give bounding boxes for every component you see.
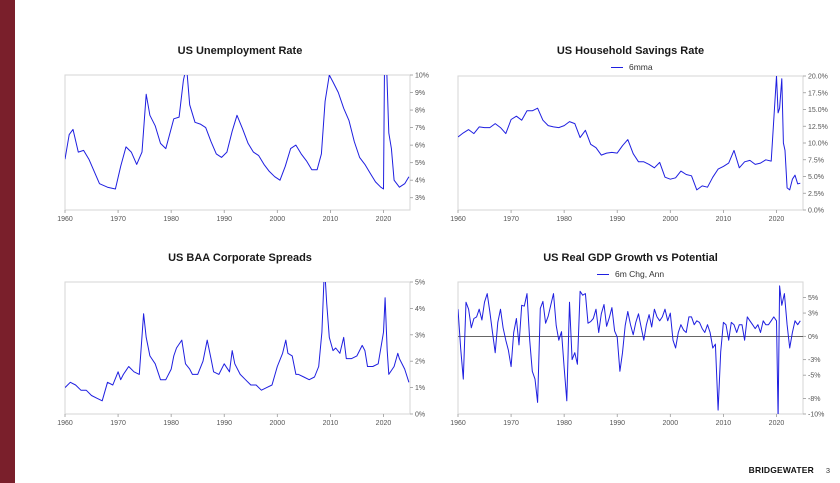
x-tick-label: 1970 bbox=[503, 216, 519, 223]
legend-label-savings: 6mma bbox=[629, 62, 653, 72]
x-tick-label: 1970 bbox=[110, 216, 126, 223]
x-tick-label: 1990 bbox=[609, 420, 625, 427]
legend-label-gdp: 6m Chg, Ann bbox=[615, 269, 665, 279]
x-tick-label: 2020 bbox=[769, 420, 785, 427]
legend-gdp: 6m Chg, Ann bbox=[597, 269, 664, 279]
x-tick-label: 1980 bbox=[163, 216, 179, 223]
x-tick-label: 2010 bbox=[716, 216, 732, 223]
legend-line-swatch bbox=[597, 273, 609, 275]
y-tick-label: 17.5% bbox=[808, 90, 828, 97]
y-tick-label: 0.0% bbox=[808, 208, 824, 215]
x-tick-label: 2000 bbox=[663, 420, 679, 427]
x-tick-label: 1960 bbox=[57, 420, 73, 427]
y-tick-label: 5% bbox=[808, 295, 818, 302]
x-tick-label: 1980 bbox=[556, 420, 572, 427]
x-tick-label: 1980 bbox=[163, 420, 179, 427]
x-tick-label: 2010 bbox=[323, 216, 339, 223]
y-tick-label: 3% bbox=[415, 195, 425, 202]
series-line-baa bbox=[65, 282, 410, 402]
y-tick-label: 9% bbox=[415, 90, 425, 97]
x-tick-label: 1990 bbox=[216, 420, 232, 427]
y-tick-label: 1% bbox=[415, 385, 425, 392]
series-line-gdp bbox=[458, 285, 801, 414]
x-tick-label: 2020 bbox=[376, 420, 392, 427]
y-tick-label: -10% bbox=[808, 412, 824, 419]
x-tick-label: 1970 bbox=[110, 420, 126, 427]
y-tick-label: 15.0% bbox=[808, 107, 828, 114]
y-tick-label: 7% bbox=[415, 125, 425, 132]
page-number: 3 bbox=[825, 466, 830, 475]
plot-frame bbox=[457, 281, 804, 415]
y-tick-label: 5% bbox=[415, 160, 425, 167]
y-tick-label: 3% bbox=[808, 311, 818, 318]
x-tick-label: 1990 bbox=[609, 216, 625, 223]
x-tick-label: 2000 bbox=[663, 216, 679, 223]
y-tick-label: -5% bbox=[808, 373, 820, 380]
x-tick-label: 2010 bbox=[323, 420, 339, 427]
plot-frame bbox=[64, 74, 411, 211]
y-tick-label: 2.5% bbox=[808, 191, 824, 198]
plot-frame bbox=[64, 281, 411, 415]
chart-title-gdp: US Real GDP Growth vs Potential bbox=[543, 252, 718, 264]
y-tick-label: 0% bbox=[415, 412, 425, 419]
y-tick-label: 5% bbox=[415, 280, 425, 287]
y-tick-label: 4% bbox=[415, 306, 425, 313]
y-tick-label: 0% bbox=[808, 334, 818, 341]
x-tick-label: 1970 bbox=[503, 420, 519, 427]
chart-title-savings: US Household Savings Rate bbox=[556, 45, 705, 57]
chart-title-unemployment: US Unemployment Rate bbox=[177, 45, 303, 57]
y-tick-label: 7.5% bbox=[808, 157, 824, 164]
x-tick-label: 2010 bbox=[716, 420, 732, 427]
y-tick-label: -3% bbox=[808, 357, 820, 364]
legend-line-swatch bbox=[611, 66, 623, 68]
y-tick-label: 6% bbox=[415, 143, 425, 150]
y-tick-label: -8% bbox=[808, 396, 820, 403]
x-tick-label: 1990 bbox=[216, 216, 232, 223]
x-tick-label: 2020 bbox=[769, 216, 785, 223]
chart-title-baa: US BAA Corporate Spreads bbox=[168, 252, 312, 264]
accent-bar bbox=[0, 0, 15, 483]
series-line-savings bbox=[458, 76, 801, 191]
x-tick-label: 1960 bbox=[57, 216, 73, 223]
y-tick-label: 10% bbox=[415, 73, 429, 80]
y-tick-label: 20.0% bbox=[808, 74, 828, 81]
x-tick-label: 1960 bbox=[450, 216, 466, 223]
x-tick-label: 2000 bbox=[270, 216, 286, 223]
y-tick-label: 10.0% bbox=[808, 141, 828, 148]
x-tick-label: 2020 bbox=[376, 216, 392, 223]
brand-logo-text: BRIDGEWATER bbox=[748, 465, 814, 475]
series-line-unemployment bbox=[65, 75, 410, 190]
legend-savings: 6mma bbox=[611, 62, 653, 72]
y-tick-label: 8% bbox=[415, 108, 425, 115]
y-tick-label: 3% bbox=[415, 332, 425, 339]
y-tick-label: 2% bbox=[415, 359, 425, 366]
y-tick-label: 5.0% bbox=[808, 174, 824, 181]
y-tick-label: 12.5% bbox=[808, 124, 828, 131]
x-tick-label: 1980 bbox=[556, 216, 572, 223]
x-tick-label: 1960 bbox=[450, 420, 466, 427]
x-tick-label: 2000 bbox=[270, 420, 286, 427]
y-tick-label: 4% bbox=[415, 178, 425, 185]
